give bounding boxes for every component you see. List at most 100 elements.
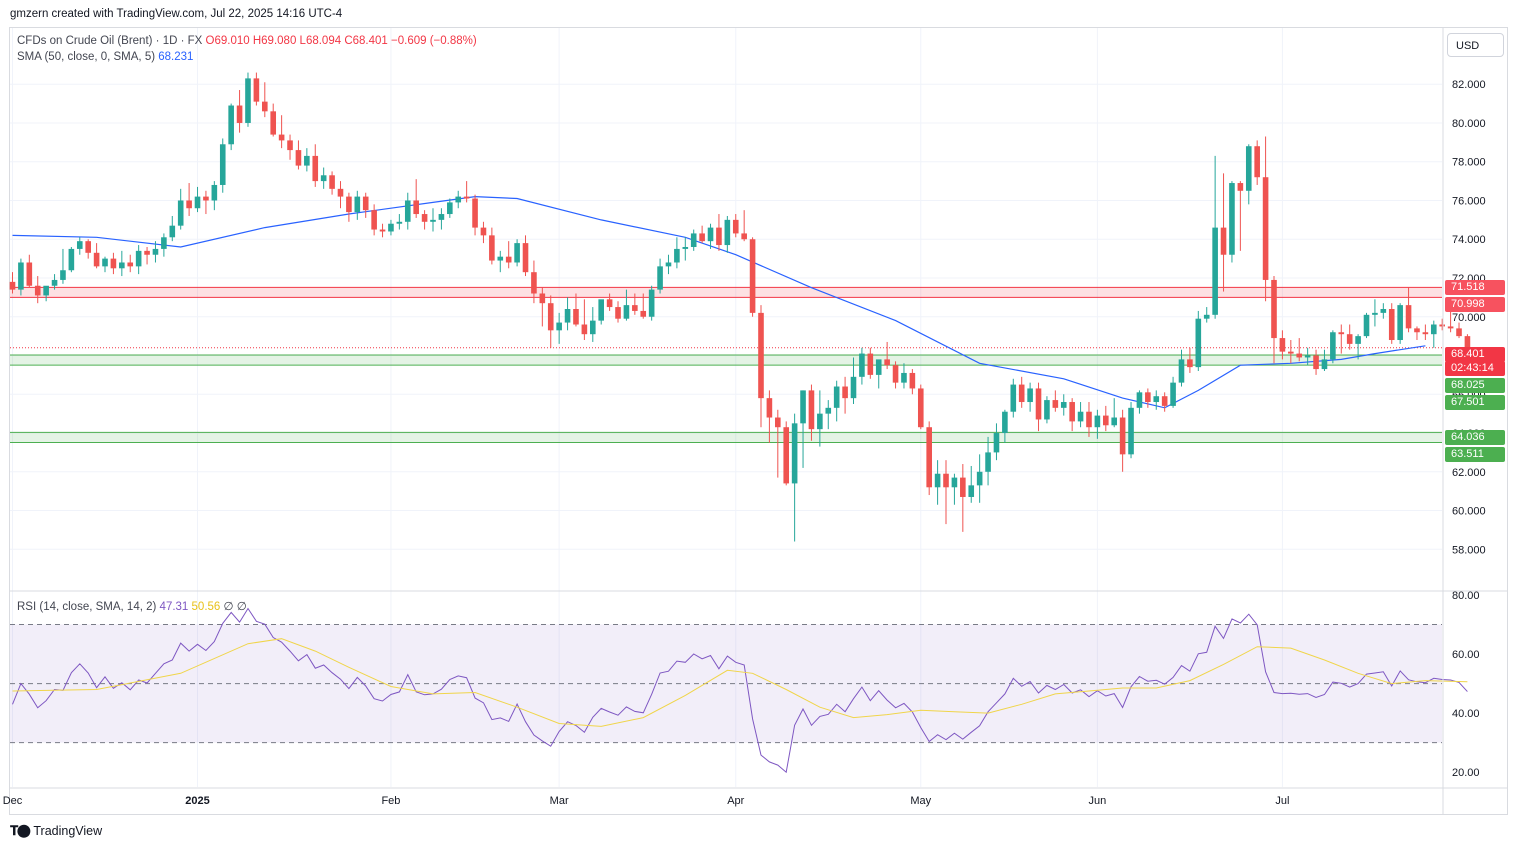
candle-body <box>413 200 419 215</box>
price-legend[interactable]: CFDs on Crude Oil (Brent) · 1D · FX O69.… <box>17 35 477 47</box>
sma-label[interactable]: SMA (50, close, 0, SMA, 5) <box>17 51 156 63</box>
sma-line <box>12 195 1426 409</box>
candle-body <box>312 155 319 182</box>
candle-body <box>9 281 16 290</box>
zone-top-hi-label: 71.518 <box>1445 280 1505 295</box>
candle-body <box>884 359 890 366</box>
candle <box>539 287 546 327</box>
currency-button[interactable]: USD <box>1447 33 1504 57</box>
candle-body <box>430 219 436 222</box>
candle <box>951 473 958 505</box>
candle <box>68 246 75 273</box>
candle-body <box>1338 332 1345 335</box>
candle-body <box>18 262 24 290</box>
candle-body <box>817 413 823 430</box>
price-tick-label: 78.000 <box>1452 157 1486 169</box>
candle-body <box>169 225 176 238</box>
change-value: −0.609 (−0.88%) <box>391 35 477 47</box>
symbol-label[interactable]: CFDs on Crude Oil (Brent) · 1D · FX <box>17 35 203 47</box>
rsi-lines <box>12 607 1468 774</box>
candle-body <box>632 305 638 311</box>
candle <box>1414 326 1420 341</box>
candle-body <box>396 221 403 224</box>
candle-body <box>51 279 58 286</box>
candle-body <box>329 175 335 189</box>
candle-body <box>34 285 41 296</box>
candle-body <box>1136 392 1143 408</box>
candle <box>1044 396 1050 424</box>
countdown-label: 02:43:14 <box>1445 361 1505 376</box>
candle <box>1069 398 1075 432</box>
candle-body <box>1203 314 1210 319</box>
time-tick-label: Mar <box>550 795 569 807</box>
zone-mid-hi-label: 68.025 <box>1445 378 1505 393</box>
candle <box>623 289 630 321</box>
candle <box>262 82 268 118</box>
candle <box>1456 322 1462 339</box>
candle <box>1439 318 1445 331</box>
candle-body <box>598 299 604 321</box>
footer-brand[interactable]: 𝐓⬤ TradingView <box>10 823 102 839</box>
sma-legend[interactable]: SMA (50, close, 0, SMA, 5) 68.231 <box>17 51 193 63</box>
candle <box>489 227 495 265</box>
candle <box>43 285 49 302</box>
price-tick-label: 80.000 <box>1452 118 1486 130</box>
candle-body <box>346 196 352 213</box>
candle-body <box>547 303 554 331</box>
candle <box>1372 299 1378 327</box>
candle-body <box>690 233 697 247</box>
candle-body <box>623 305 630 319</box>
candle <box>985 436 991 486</box>
candle <box>808 384 815 441</box>
candle-body <box>1103 415 1109 426</box>
candle <box>968 465 975 503</box>
candle <box>463 181 470 203</box>
candle <box>598 299 604 325</box>
candle <box>203 190 209 215</box>
candle-body <box>589 320 596 335</box>
candle <box>287 134 293 160</box>
candle <box>1018 376 1025 408</box>
candle-body <box>716 227 722 246</box>
candle-body <box>1245 146 1252 191</box>
candle <box>640 293 647 319</box>
candle <box>1397 303 1403 344</box>
tradingview-logo-icon: 𝐓⬤ <box>10 823 30 838</box>
candle <box>312 144 319 187</box>
candle-body <box>606 299 613 308</box>
candle <box>85 239 91 259</box>
candle-body <box>1220 227 1227 255</box>
candle-body <box>93 252 100 267</box>
candle-body <box>119 262 125 269</box>
candle-body <box>287 140 293 151</box>
candle-body <box>758 312 764 399</box>
candle-body <box>892 365 899 383</box>
rsi-label[interactable]: RSI (14, close, SMA, 14, 2) <box>17 601 157 613</box>
candle <box>404 192 411 230</box>
sma-value: 68.231 <box>158 51 194 63</box>
candle <box>144 246 150 265</box>
candle-body <box>1296 353 1303 358</box>
candle-body <box>581 324 588 335</box>
zone-top-lo-label: 70.998 <box>1445 297 1505 312</box>
candle-body <box>825 407 832 414</box>
zone-low-lo-label: 63.511 <box>1445 447 1505 462</box>
candle <box>1363 312 1370 339</box>
candle-body <box>1145 392 1151 403</box>
time-tick-label: 2025 <box>185 795 209 807</box>
candle <box>161 233 167 257</box>
candle <box>1119 409 1126 472</box>
candle <box>1035 382 1042 432</box>
candle <box>766 390 773 443</box>
candle <box>1321 349 1328 372</box>
rsi-legend[interactable]: RSI (14, close, SMA, 14, 2) 47.31 50.56 … <box>17 599 247 613</box>
candle-body <box>194 196 201 209</box>
candle <box>632 293 638 315</box>
candle <box>1313 349 1319 375</box>
rsi-tick-label: 60.00 <box>1452 649 1480 661</box>
candle-body <box>749 239 756 313</box>
zone-support-lower <box>10 432 1442 443</box>
candle <box>388 219 394 236</box>
candle <box>859 347 865 385</box>
